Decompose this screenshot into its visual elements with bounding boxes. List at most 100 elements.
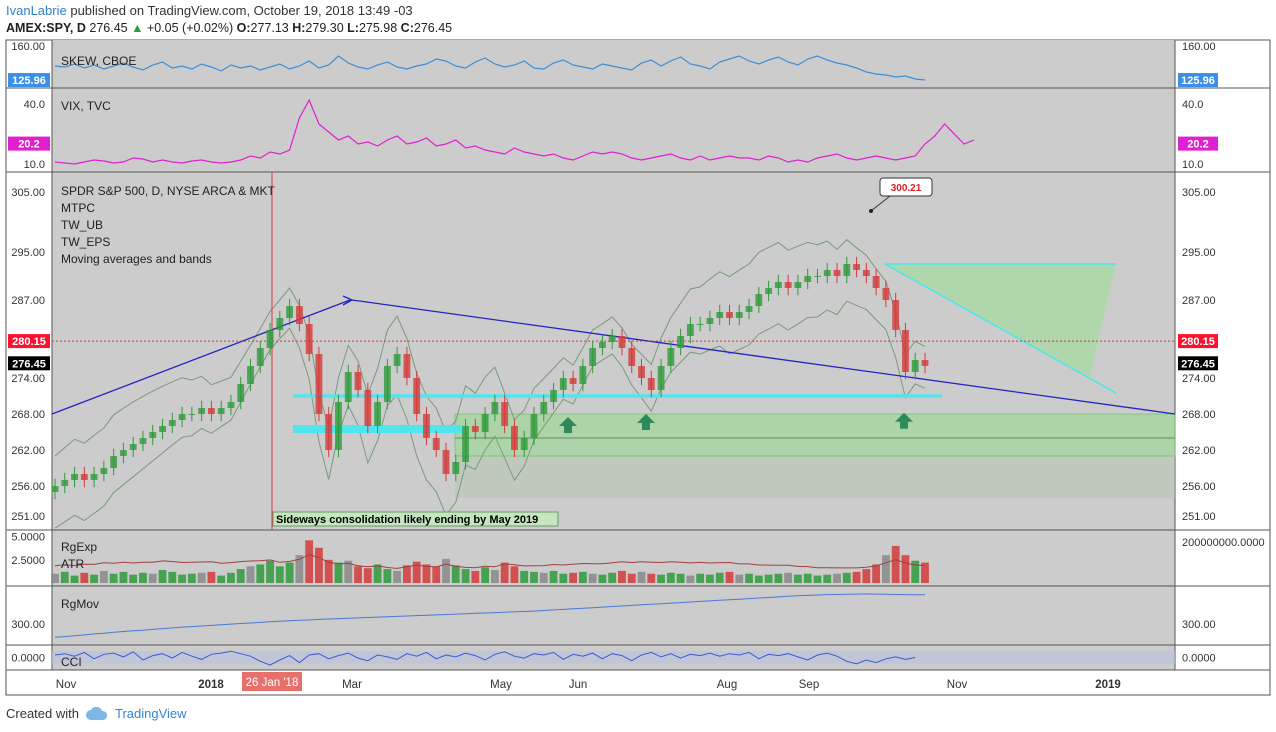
volume-bar <box>823 574 832 583</box>
volume-bar <box>627 573 636 583</box>
volume-bar <box>578 571 587 583</box>
cci-tick-left-0: 0.0000 <box>11 653 45 665</box>
volume-bar <box>393 570 402 583</box>
skew-last-badge-left-bg <box>8 73 50 88</box>
cci-line <box>54 650 916 666</box>
trend-line-down <box>351 299 1176 415</box>
candle-body <box>452 462 460 474</box>
volume-bars <box>51 540 929 583</box>
last-price-badge-right-bg <box>1178 356 1218 371</box>
candle-body <box>540 402 548 414</box>
time-tick-5: Jun <box>569 679 588 691</box>
candle-body <box>188 414 196 415</box>
tradingview-link[interactable]: TradingView <box>114 706 187 721</box>
candle-body <box>628 348 636 366</box>
volume-bar <box>608 572 617 583</box>
candle-body <box>677 336 685 348</box>
price-indicator-3: Moving averages and bands <box>61 252 212 266</box>
note-bg <box>272 511 559 527</box>
volume-bar <box>881 555 890 583</box>
candle-body <box>207 408 215 414</box>
candle-body <box>168 420 176 426</box>
price-line-badge-right-bg <box>1178 334 1218 349</box>
price-indicator-2: TW_EPS <box>61 235 110 249</box>
volume-bar <box>305 540 314 583</box>
volume-bar <box>530 571 538 583</box>
volume-bar <box>696 573 705 583</box>
volume-bar <box>178 574 186 583</box>
candle-body <box>305 324 313 354</box>
vix-line <box>54 98 975 165</box>
price-line-badge-right: 280.15 <box>1178 334 1218 349</box>
volume-bar <box>725 571 734 583</box>
volume-bar <box>266 560 274 583</box>
volume-bar <box>383 569 392 583</box>
time-tick-1: 2018 <box>198 679 224 691</box>
buy-arrow-icon-2 <box>895 412 913 429</box>
volume-bar <box>227 572 235 583</box>
candle-body <box>911 360 919 372</box>
candle-body <box>745 306 753 312</box>
price-tick-left-5: 262.00 <box>11 445 45 457</box>
candle-body <box>520 438 528 450</box>
last-price-badge-right: 276.45 <box>1178 356 1218 371</box>
skew-tick-right-0: 160.00 <box>1182 41 1216 53</box>
candle-body <box>286 306 294 318</box>
callout-text: 300.21 <box>891 183 922 194</box>
volume-bar <box>315 547 323 583</box>
candle-body <box>569 378 577 384</box>
high-value: 279.30 <box>305 21 344 35</box>
candle-body <box>853 264 860 270</box>
price-line-badge-left-text: 280.15 <box>12 336 46 348</box>
volume-bar <box>99 570 108 583</box>
volume-bar <box>794 574 802 583</box>
note-box: Sideways consolidation likely ending by … <box>272 511 559 527</box>
candle-body <box>198 408 206 414</box>
volume-bar <box>549 570 558 583</box>
time-tick-4: May <box>490 679 512 691</box>
volume-bar <box>197 572 206 583</box>
skew-title: SKEW, CBOE <box>61 54 136 68</box>
price-tick-right-0: 305.00 <box>1182 187 1216 199</box>
volume-bar <box>246 566 255 583</box>
volume-bar <box>187 573 196 583</box>
candle-body <box>129 444 137 450</box>
skew-line <box>54 55 926 81</box>
volume-bar <box>833 573 841 583</box>
time-tick-9: 2019 <box>1095 679 1121 691</box>
candle-body <box>784 282 792 288</box>
skew-last-badge-left-text: 125.96 <box>12 75 46 87</box>
candle-body <box>315 354 323 414</box>
up-triangle-icon: ▲ <box>131 21 144 35</box>
candle-body <box>735 312 743 318</box>
skew-last-badge-right: 125.96 <box>1178 73 1218 88</box>
volume-bar <box>657 574 665 583</box>
candle-body <box>432 438 440 450</box>
author-link[interactable]: IvanLabrie <box>6 3 67 18</box>
crosshair-date-text: 26 Jan '18 <box>246 677 299 689</box>
volume-bar <box>647 573 656 583</box>
vix-title: VIX, TVC <box>61 99 111 113</box>
candle-body <box>501 402 509 426</box>
volume-bar <box>285 562 294 583</box>
candle-body <box>335 402 342 450</box>
candle-body <box>726 312 733 318</box>
last-price-badge-left-bg <box>8 356 50 371</box>
price-line-badge-left-bg <box>8 334 50 349</box>
price-indicator-0: MTPC <box>61 201 95 215</box>
candle-body <box>354 372 362 390</box>
candle-body <box>413 378 421 414</box>
volume-bar <box>295 555 304 583</box>
vix-last-badge-left: 20.2 <box>8 136 50 151</box>
candle-body <box>364 390 372 426</box>
vix-last-badge-right-bg <box>1178 136 1218 151</box>
price-line-badge-right-text: 280.15 <box>1181 336 1215 348</box>
candle-body <box>589 348 597 366</box>
rgmov-line <box>54 593 925 638</box>
price-tick-right-2: 287.00 <box>1182 295 1216 307</box>
vix-tick-left-0: 40.0 <box>24 99 45 111</box>
volume-bar <box>618 570 626 583</box>
candle-body <box>481 414 489 432</box>
candle-body <box>149 432 157 438</box>
